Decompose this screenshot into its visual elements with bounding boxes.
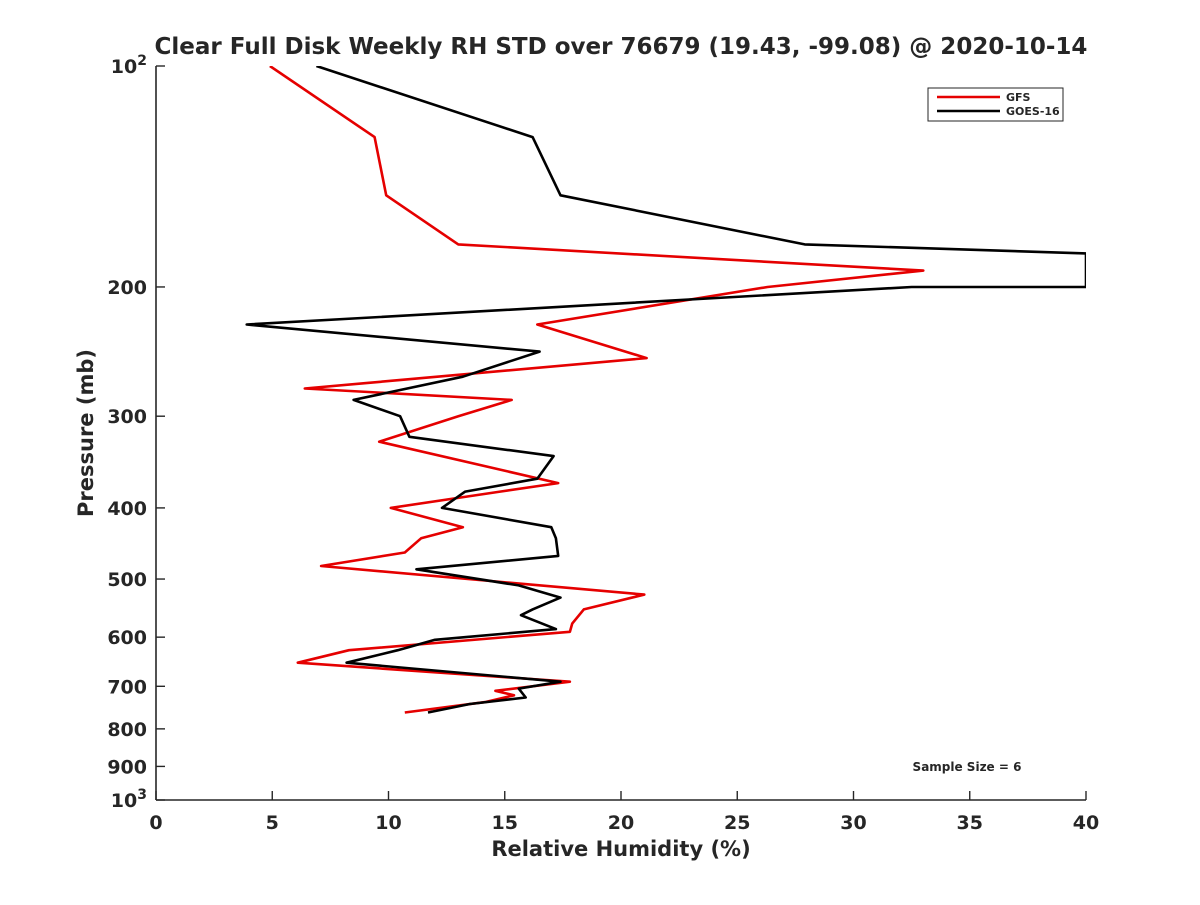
x-tick-label: 35	[957, 812, 983, 834]
legend-label: GOES-16	[1006, 105, 1060, 118]
x-tick-label: 20	[608, 812, 634, 834]
y-tick-label: 200	[107, 277, 147, 299]
y-tick-label: 103	[111, 787, 147, 812]
x-tick-label: 0	[149, 812, 162, 834]
y-tick-label: 700	[107, 676, 147, 698]
series-line-goes-16	[245, 66, 1086, 714]
x-tick-label: 10	[375, 812, 401, 834]
legend-box	[927, 87, 1064, 122]
y-tick-label: 400	[107, 498, 147, 520]
series-layer	[245, 66, 1086, 714]
y-tick-label: 102	[111, 53, 147, 78]
x-tick-label: 15	[492, 812, 518, 834]
y-tick-label: 600	[107, 627, 147, 649]
y-ticks: 102 200 300 400 500 600 700 800 900 103	[107, 53, 165, 812]
x-axis-label: Relative Humidity (%)	[491, 837, 750, 861]
axes	[155, 66, 1086, 801]
y-tick-label: 300	[107, 406, 147, 428]
x-tick-label: 5	[266, 812, 279, 834]
y-tick-label: 800	[107, 719, 147, 741]
y-tick-label: 500	[107, 569, 147, 591]
legend-label: GFS	[1006, 91, 1031, 104]
y-axis-label: Pressure (mb)	[74, 349, 98, 517]
y-tick-label: 900	[107, 756, 147, 778]
sample-size-annotation: Sample Size = 6	[913, 760, 1022, 774]
series-line-gfs	[269, 66, 925, 714]
x-tick-label: 40	[1073, 812, 1099, 834]
x-ticks: 0 5 10 15 20 25 30 35 40	[149, 791, 1099, 834]
x-tick-label: 30	[840, 812, 866, 834]
x-tick-label: 25	[724, 812, 750, 834]
chart-title: Clear Full Disk Weekly RH STD over 76679…	[155, 34, 1088, 60]
